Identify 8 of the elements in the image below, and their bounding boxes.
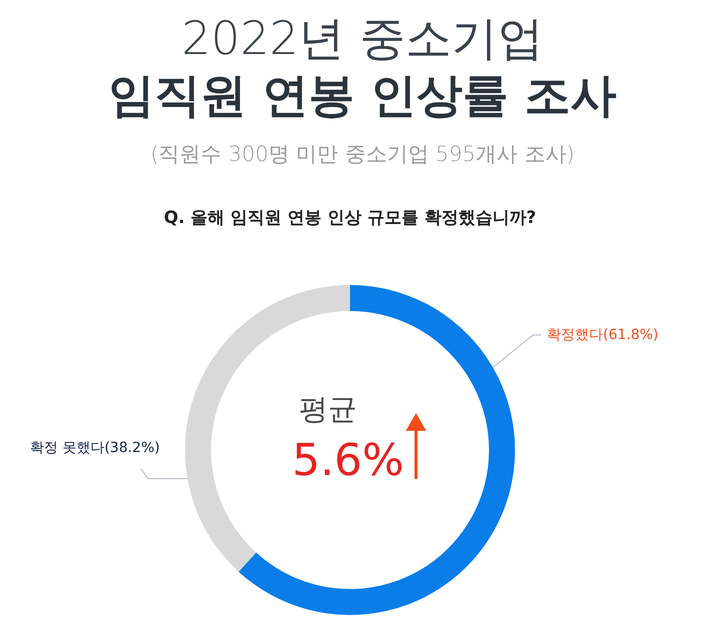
chart-subtitle: (직원수 300명 미만 중소기업 595개사 조사) xyxy=(150,142,574,166)
text: 5.6% xyxy=(292,435,404,486)
slice-label: 확정했다(61.8%) xyxy=(547,327,658,343)
slice-label: 확정 못했다(38.2%) xyxy=(30,440,160,456)
text: Q. 올해 임직원 연봉 인상 규모를 확정했습니까? xyxy=(164,208,536,228)
text: 평균 xyxy=(299,392,357,426)
chart-title: 2022년 중소기업 임직원 연봉 인상률 조사 xyxy=(108,11,617,122)
donut-slice xyxy=(238,285,515,615)
